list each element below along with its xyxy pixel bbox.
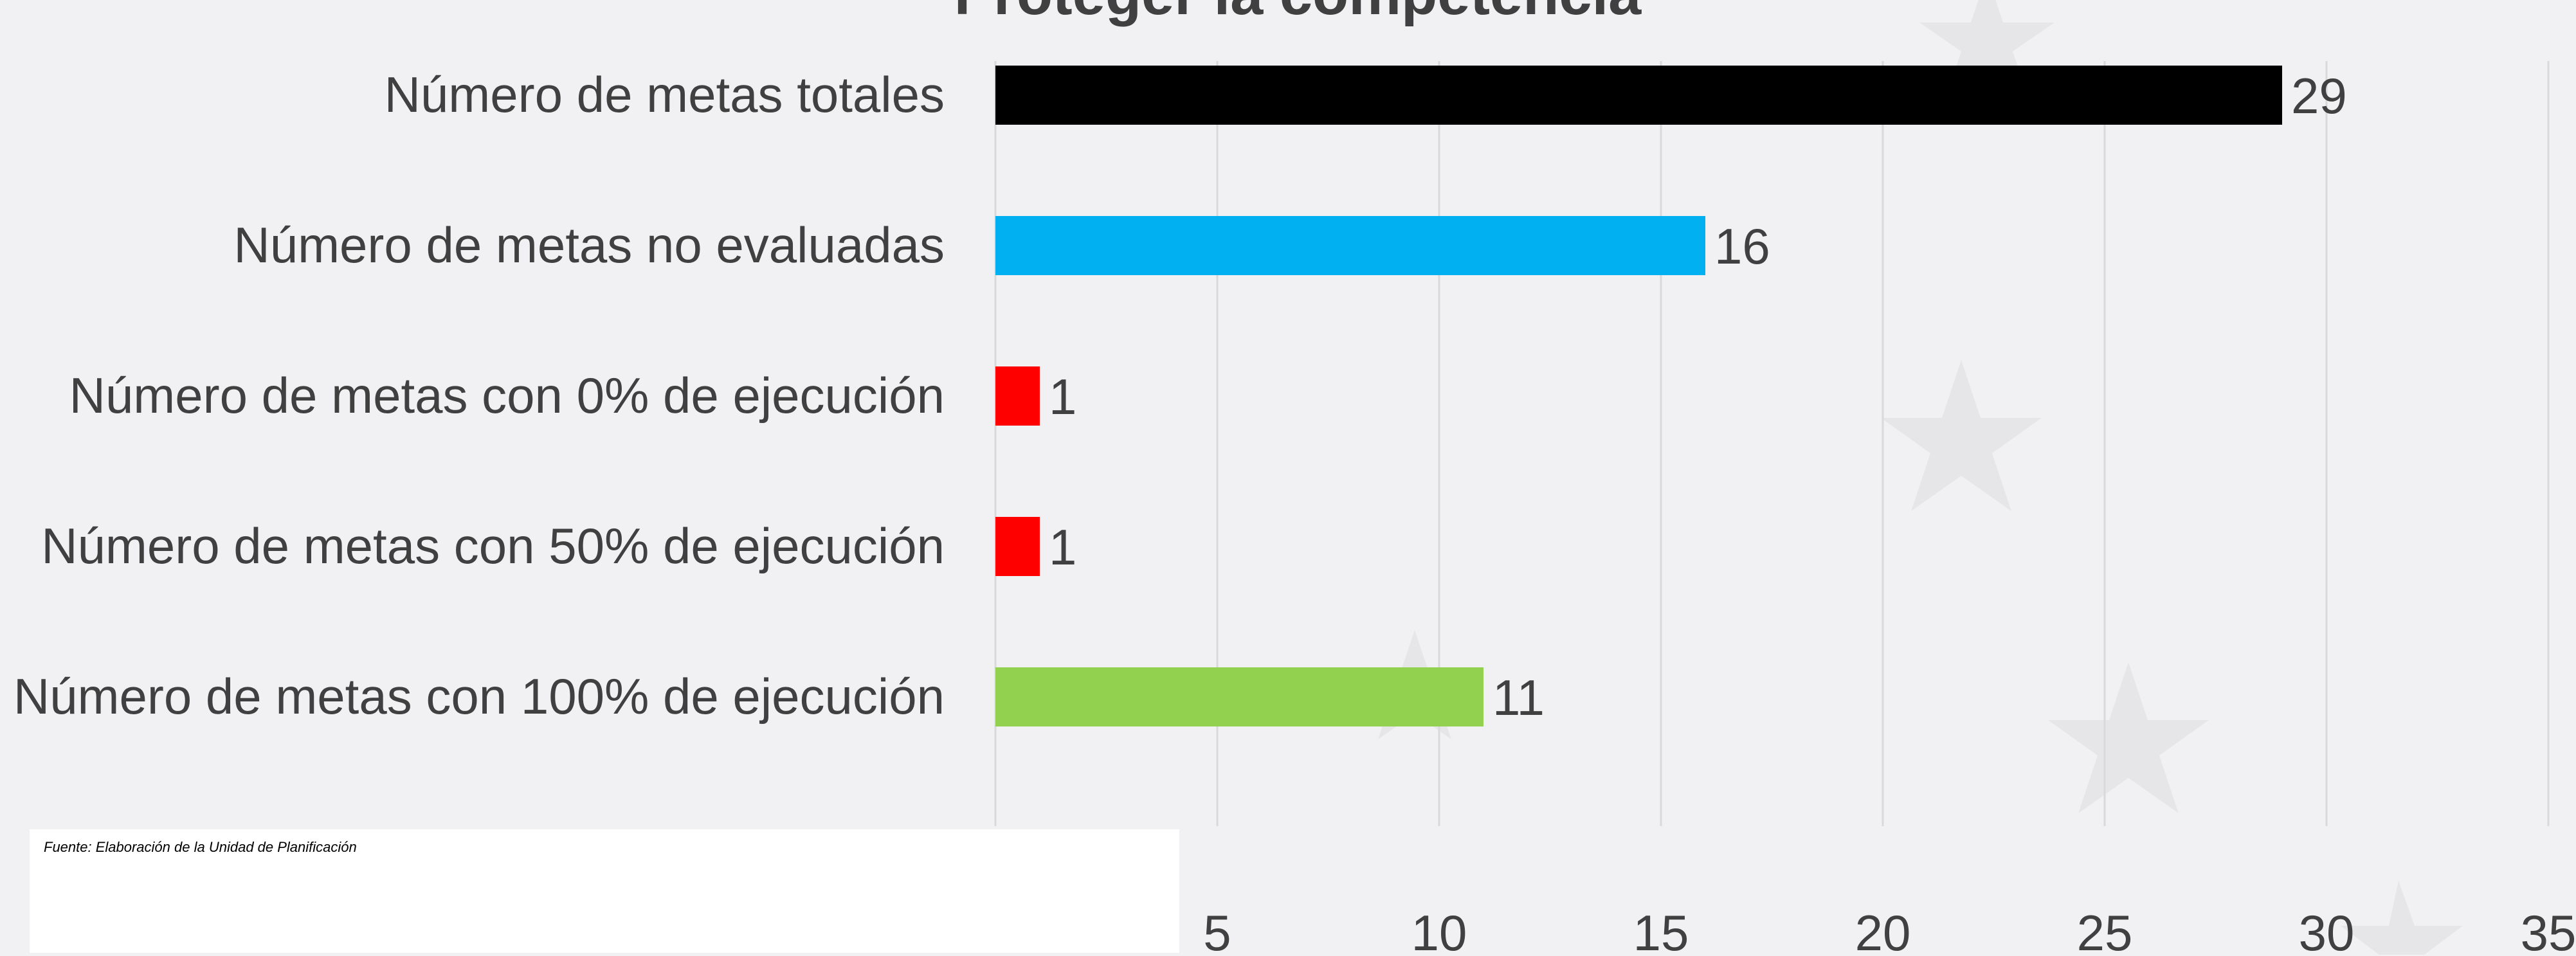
x-tick-label: 25 [2077,905,2133,956]
x-tick-label: 30 [2299,905,2355,956]
value-label: 16 [1714,218,1770,275]
bar [995,366,1040,426]
value-label: 1 [1049,519,1076,575]
bar [995,216,1705,275]
bars: Número de metas totales 29 Número de metas… [14,66,2347,726]
bar [995,667,1483,726]
value-label: 11 [1492,669,1545,726]
value-label: 1 [1049,368,1076,425]
x-tick-label: 10 [1411,905,1467,956]
category-label: Número de metas con 50% de ejecución [41,518,945,574]
category-label: Número de metas con 0% de ejecución [69,367,945,424]
grid: 05101520253035 [981,61,2576,956]
x-tick-label: 5 [1203,905,1231,956]
category-label: Número de metas no evaluadas [233,217,945,273]
source-note: Fuente: Elaboración de la Unidad de Plan… [44,839,357,855]
value-label: 29 [2291,68,2347,124]
category-label: Número de metas totales [385,66,945,123]
bar [995,66,2282,125]
category-label: Número de metas con 100% de ejecución [14,668,945,725]
bar [995,517,1040,576]
x-tick-label: 20 [1855,905,1911,956]
note-box [30,829,1179,953]
x-tick-label: 15 [1633,905,1689,956]
chart-title: Proteger la competencia [954,0,1642,27]
background-decoration [1357,0,2463,955]
x-tick-label: 35 [2521,905,2576,956]
